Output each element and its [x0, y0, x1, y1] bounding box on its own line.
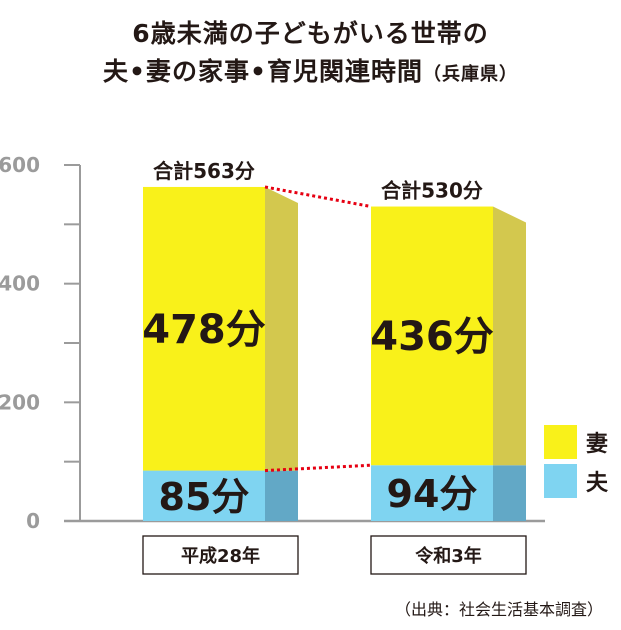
legend-label-husband: 夫 — [586, 471, 609, 496]
chart-title-main: 夫•妻の家事•育児関連時間 — [103, 57, 423, 86]
legend-label-wife: 妻 — [586, 431, 608, 457]
data-label-husband: 85分 — [159, 475, 250, 519]
y-tick-label: 600 — [0, 153, 40, 177]
bar-husband — [143, 470, 265, 521]
data-label-husband: 94分 — [387, 472, 478, 516]
bar-husband — [371, 465, 493, 521]
category-label: 令和3年 — [414, 545, 482, 567]
total-label: 合計563分 — [153, 159, 255, 183]
y-tick-label: 0 — [26, 509, 40, 533]
bar-husband-side — [265, 470, 298, 521]
category-box — [370, 535, 527, 575]
y-tick-label: 400 — [0, 272, 40, 296]
data-label-wife: 478分 — [142, 307, 266, 353]
bar-wife — [371, 206, 493, 466]
total-label: 合計530分 — [381, 179, 483, 203]
chart-title-line2: 夫•妻の家事•育児関連時間（兵庫県） — [0, 52, 621, 88]
category-label: 平成28年 — [181, 545, 260, 567]
y-tick-label: 200 — [0, 390, 40, 414]
bar-wife — [143, 186, 265, 471]
bar-husband-side — [493, 465, 526, 521]
chart-title-region: （兵庫県） — [422, 64, 518, 85]
data-label-wife: 436分 — [370, 314, 494, 360]
bar-wife-side — [493, 206, 526, 466]
category-box — [142, 535, 299, 575]
chart-title-line1: 6歳未満の子どもがいる世帯の — [132, 19, 489, 48]
bar-wife-side — [265, 186, 298, 471]
source-note: （出典：社会生活基本調査） — [394, 600, 603, 619]
legend-swatch-wife — [544, 425, 577, 459]
legend-swatch-husband — [544, 464, 577, 498]
